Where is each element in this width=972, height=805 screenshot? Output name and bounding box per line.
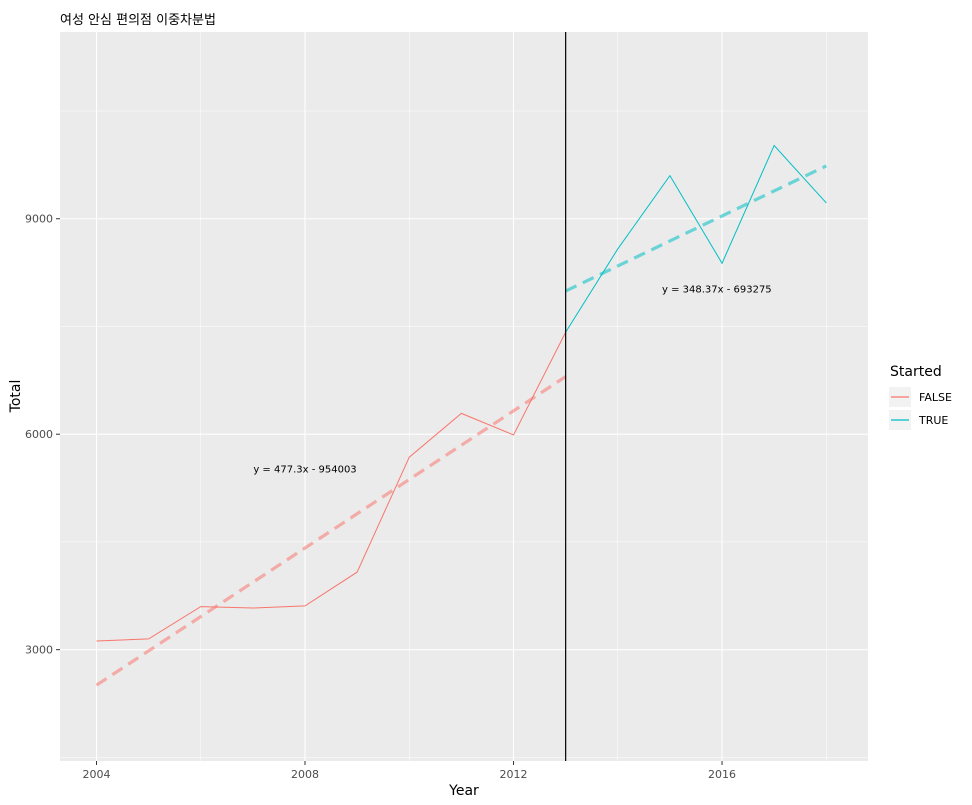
trend-line-true: [564, 164, 827, 293]
series-line-true: [565, 144, 827, 333]
chart-title: 여성 안심 편의점 이중차분법: [60, 13, 216, 28]
x-tick-label-2: 2012: [500, 768, 528, 781]
y-tick-label-0: 3000: [25, 644, 53, 657]
legend-title: Started: [890, 364, 942, 380]
trend-lines: [95, 164, 827, 687]
series-lines: [96, 144, 827, 642]
series-line-false: [96, 331, 567, 642]
trend-equation-false: y = 477.3x - 954003: [253, 465, 356, 476]
y-axis-title: Total: [8, 380, 24, 414]
plot-panel: [60, 32, 868, 761]
major-gridlines: [60, 32, 868, 761]
x-axis-ticks: 2004 2008 2012 2016: [82, 761, 736, 781]
trend-line-false: [95, 375, 567, 687]
x-axis-title: Year: [448, 783, 479, 799]
x-tick-label-0: 2004: [82, 768, 110, 781]
minor-gridlines: [60, 32, 868, 761]
y-tick-label-1: 6000: [25, 428, 53, 441]
legend-label-false: FALSE: [919, 391, 952, 404]
x-tick-label-3: 2016: [708, 768, 736, 781]
legend: Started FALSE TRUE: [889, 364, 952, 430]
x-tick-label-1: 2008: [291, 768, 319, 781]
y-tick-label-2: 9000: [25, 213, 53, 226]
legend-label-true: TRUE: [918, 414, 948, 427]
y-axis-ticks: 3000 6000 9000: [25, 213, 60, 657]
trend-equation-true: y = 348.37x - 693275: [662, 284, 772, 295]
